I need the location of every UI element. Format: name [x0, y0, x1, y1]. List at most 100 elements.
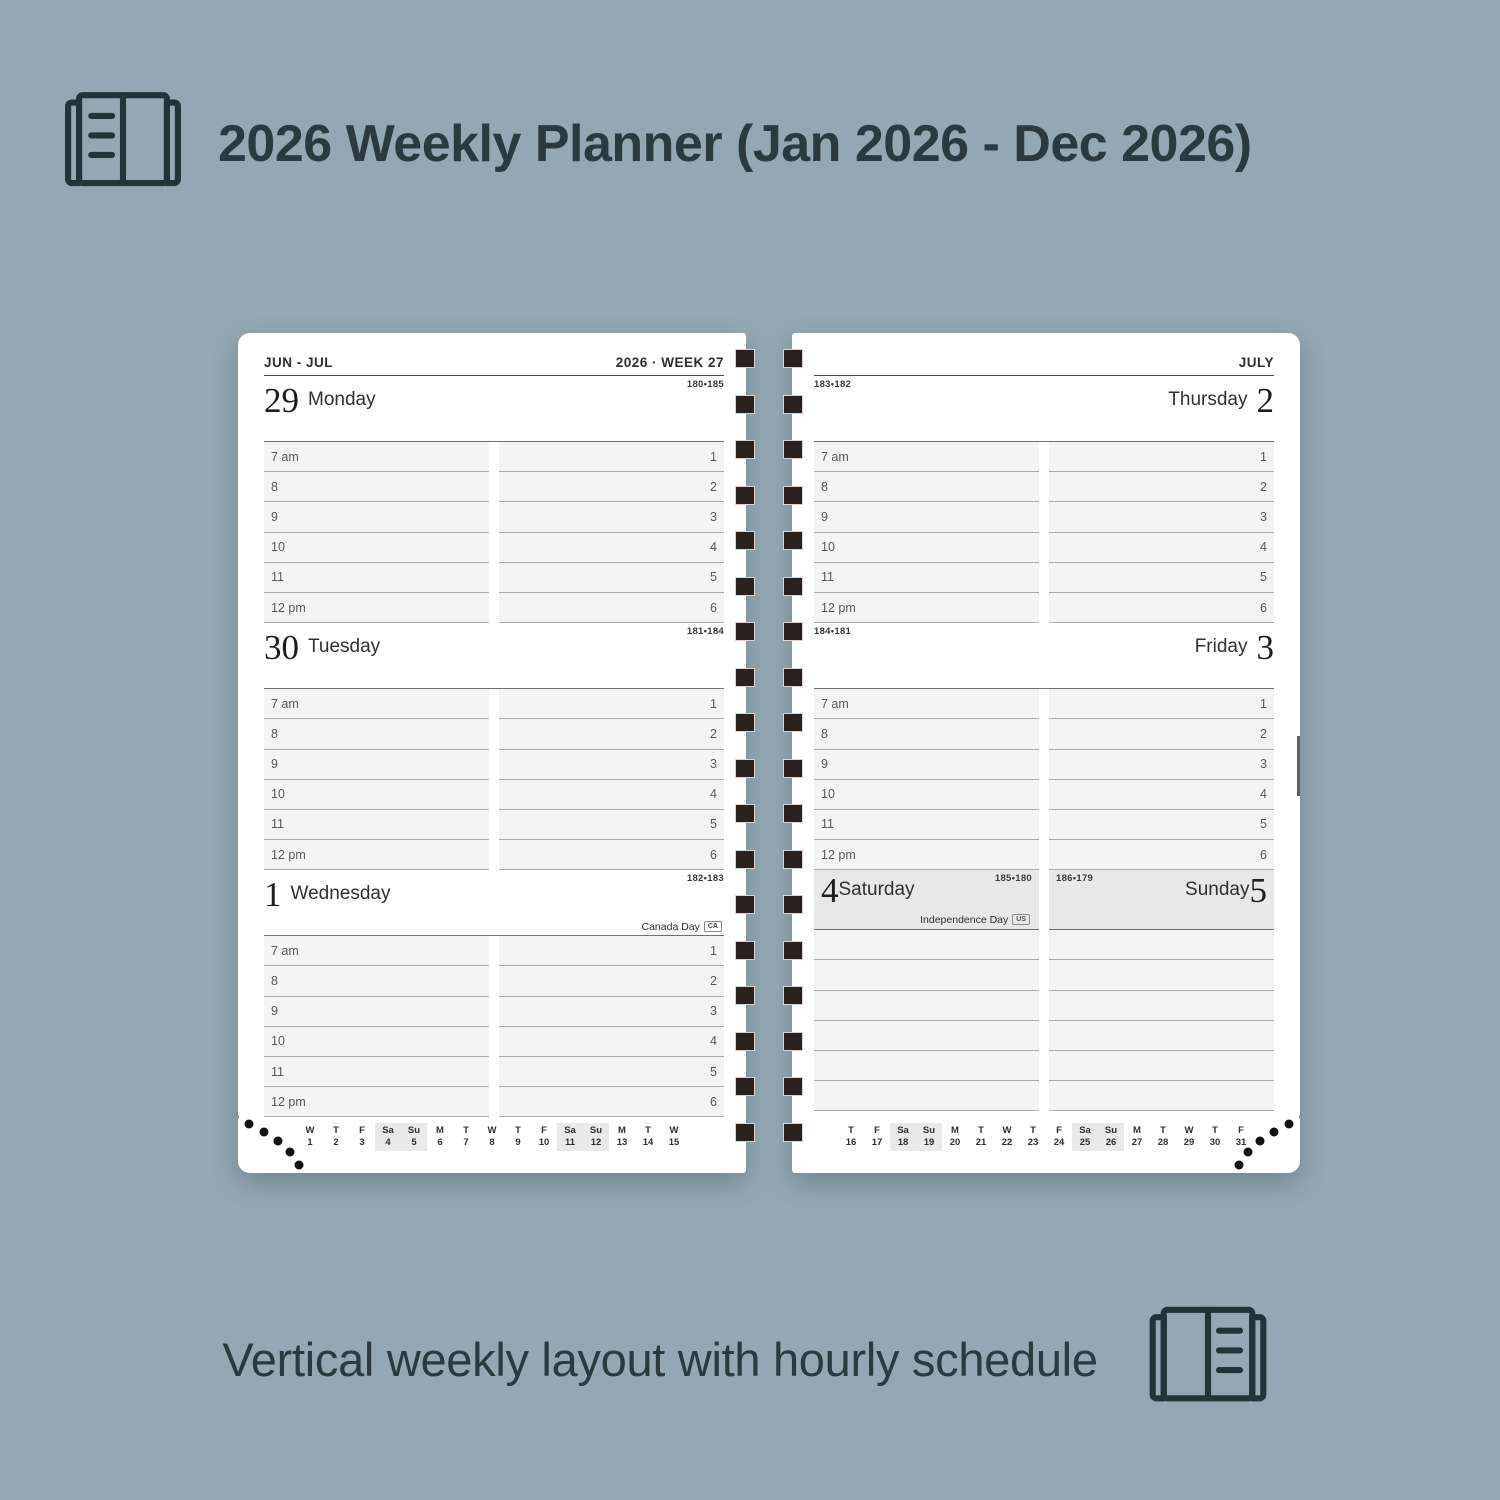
mini-month-strip-left[interactable]: W 1 T 2 F 3 Sa 4 Su 5 M 6 T 7 W 8 T 9 F 10 Sa 11 Su 12 M 13 T 14 W 15 [264, 1123, 720, 1151]
hour-row[interactable]: 1 [499, 936, 724, 967]
hour-row[interactable]: 7 am [264, 689, 489, 720]
hour-row[interactable]: 4 [1049, 779, 1274, 810]
hour-row[interactable]: 4 [499, 532, 724, 563]
hour-row[interactable]: 3 [499, 502, 724, 533]
mini-strip-day[interactable]: M 13 [609, 1123, 635, 1151]
hour-row[interactable]: 10 [264, 1026, 489, 1057]
month-tab-jul[interactable]: JUL [1297, 736, 1300, 796]
hour-row[interactable]: 2 [1049, 472, 1274, 503]
hour-row[interactable]: 6 [499, 592, 724, 624]
hour-row[interactable]: 1 [1049, 689, 1274, 720]
note-row[interactable] [814, 930, 1039, 961]
hour-row[interactable]: 9 [264, 996, 489, 1027]
mini-strip-day[interactable]: W 29 [1176, 1123, 1202, 1151]
hour-row[interactable]: 12 pm [264, 592, 489, 624]
hour-row[interactable]: 10 [814, 779, 1039, 810]
hour-row[interactable]: 4 [499, 1026, 724, 1057]
mini-strip-day[interactable]: T 23 [1020, 1123, 1046, 1151]
mini-strip-day[interactable]: Su 5 [401, 1123, 427, 1151]
mini-strip-day[interactable]: Su 12 [583, 1123, 609, 1151]
hour-row[interactable]: 2 [1049, 719, 1274, 750]
hour-row[interactable]: 9 [264, 502, 489, 533]
hour-row[interactable]: 6 [499, 840, 724, 871]
hour-row[interactable]: 2 [499, 966, 724, 997]
note-row[interactable] [1049, 930, 1274, 961]
hour-row[interactable]: 12 pm [264, 1087, 489, 1118]
hour-row[interactable]: 7 am [814, 442, 1039, 473]
mini-strip-day[interactable]: Sa 4 [375, 1123, 401, 1151]
hour-row[interactable]: 7 am [264, 936, 489, 967]
hour-row[interactable]: 8 [264, 719, 489, 750]
hour-row[interactable]: 3 [499, 749, 724, 780]
hour-row[interactable]: 11 [264, 562, 489, 593]
hour-row[interactable]: 3 [1049, 749, 1274, 780]
hour-row[interactable]: 8 [814, 719, 1039, 750]
hour-row[interactable]: 8 [264, 966, 489, 997]
mini-strip-day[interactable]: F 31 [1228, 1123, 1254, 1151]
hour-row[interactable]: 3 [499, 996, 724, 1027]
note-row[interactable] [814, 1020, 1039, 1051]
mini-strip-day[interactable]: T 14 [635, 1123, 661, 1151]
mini-strip-day[interactable]: Sa 18 [890, 1123, 916, 1151]
note-row[interactable] [1049, 960, 1274, 991]
mini-strip-day[interactable]: F 17 [864, 1123, 890, 1151]
hour-row[interactable]: 12 pm [814, 592, 1039, 624]
hour-row[interactable]: 11 [264, 1057, 489, 1088]
note-row[interactable] [1049, 1051, 1274, 1082]
hour-row[interactable]: 1 [499, 442, 724, 473]
hour-row[interactable]: 1 [1049, 442, 1274, 473]
mini-strip-day[interactable]: Su 19 [916, 1123, 942, 1151]
mini-month-strip-right[interactable]: T 16 F 17 Sa 18 Su 19 M 20 T 21 W 22 T 23 F 24 Sa 25 Su 26 M 27… [818, 1123, 1274, 1151]
hour-row[interactable]: 5 [499, 562, 724, 593]
mini-strip-day[interactable]: F 10 [531, 1123, 557, 1151]
mini-strip-day[interactable]: M 27 [1124, 1123, 1150, 1151]
note-row[interactable] [814, 1081, 1039, 1112]
note-row[interactable] [1049, 1020, 1274, 1051]
hour-row[interactable]: 11 [814, 809, 1039, 841]
hour-row[interactable]: 6 [499, 1087, 724, 1118]
mini-strip-day[interactable]: Sa 25 [1072, 1123, 1098, 1151]
mini-strip-day[interactable]: W 22 [994, 1123, 1020, 1151]
mini-strip-day[interactable]: W 15 [661, 1123, 687, 1151]
note-row[interactable] [1049, 1081, 1274, 1112]
mini-strip-day[interactable]: T 21 [968, 1123, 994, 1151]
hour-row[interactable]: 10 [814, 532, 1039, 563]
hour-row[interactable]: 5 [1049, 809, 1274, 841]
hour-row[interactable]: 12 pm [814, 840, 1039, 871]
hour-row[interactable]: 8 [264, 472, 489, 503]
hour-row[interactable]: 6 [1049, 592, 1274, 624]
mini-strip-day[interactable]: F 24 [1046, 1123, 1072, 1151]
note-row[interactable] [814, 960, 1039, 991]
note-row[interactable] [1049, 990, 1274, 1021]
hour-row[interactable]: 9 [264, 749, 489, 780]
hour-row[interactable]: 7 am [814, 689, 1039, 720]
hour-row[interactable]: 10 [264, 532, 489, 563]
mini-strip-day[interactable]: M 20 [942, 1123, 968, 1151]
hour-row[interactable]: 5 [1049, 562, 1274, 593]
hour-row[interactable]: 2 [499, 719, 724, 750]
mini-strip-day[interactable]: Su 26 [1098, 1123, 1124, 1151]
hour-row[interactable]: 7 am [264, 442, 489, 473]
hour-row[interactable]: 11 [264, 809, 489, 841]
hour-row[interactable]: 5 [499, 809, 724, 841]
hour-row[interactable]: 12 pm [264, 840, 489, 871]
hour-row[interactable]: 3 [1049, 502, 1274, 533]
note-row[interactable] [814, 1051, 1039, 1082]
note-row[interactable] [814, 990, 1039, 1021]
hour-row[interactable]: 5 [499, 1057, 724, 1088]
hour-row[interactable]: 2 [499, 472, 724, 503]
hour-row[interactable]: 6 [1049, 840, 1274, 871]
mini-strip-day[interactable]: T 28 [1150, 1123, 1176, 1151]
hour-row[interactable]: 1 [499, 689, 724, 720]
hour-row[interactable]: 11 [814, 562, 1039, 593]
hour-row[interactable]: 9 [814, 502, 1039, 533]
hour-row[interactable]: 4 [1049, 532, 1274, 563]
hour-row[interactable]: 10 [264, 779, 489, 810]
hour-row[interactable]: 9 [814, 749, 1039, 780]
